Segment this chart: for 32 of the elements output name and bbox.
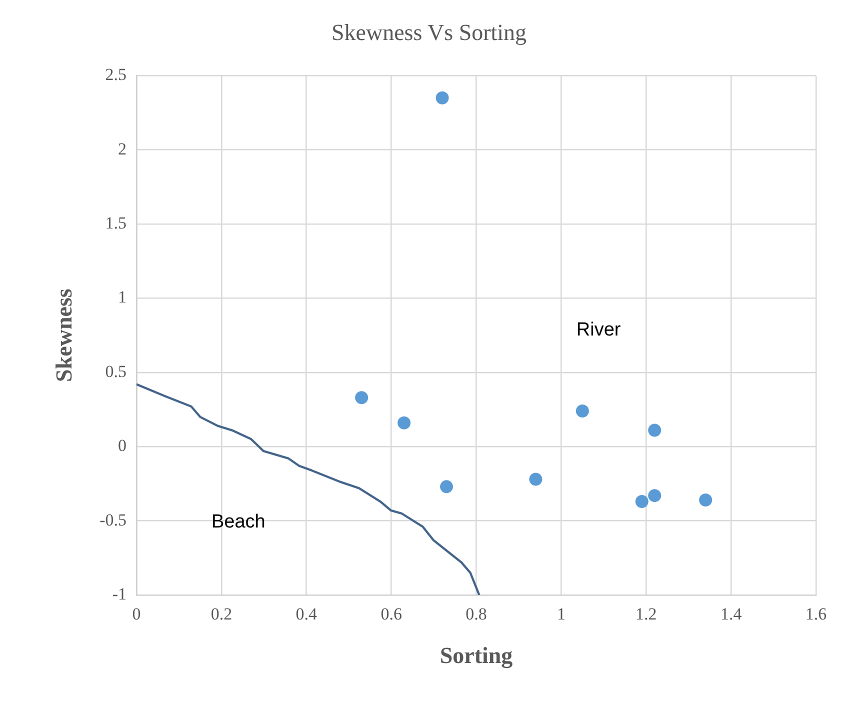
x-tick-label: 0.6 <box>380 604 402 624</box>
point <box>529 472 542 486</box>
x-tick-label: 0 <box>132 604 141 624</box>
y-tick-label: 1 <box>118 288 127 307</box>
point <box>576 404 589 418</box>
point <box>398 416 411 430</box>
x-tick-label: 0.2 <box>210 604 232 624</box>
x-tick-label: 1 <box>556 604 566 624</box>
y-tick-label: 2 <box>118 139 127 158</box>
y-tick-label: 1.5 <box>105 213 127 232</box>
x-tick-label: 1.4 <box>720 604 742 624</box>
y-tick-label: 0 <box>118 436 127 456</box>
y-axis-title: Skewness <box>52 288 77 382</box>
point <box>635 495 648 508</box>
y-tick-label: 0.5 <box>105 362 127 381</box>
annotation: Beach <box>211 512 266 533</box>
point <box>699 494 712 507</box>
point <box>648 489 662 502</box>
point <box>440 480 454 494</box>
chart-title: Skewness Vs Sorting <box>331 20 528 45</box>
y-tick-label: -1 <box>112 584 127 604</box>
point <box>436 91 449 104</box>
point <box>355 391 368 404</box>
x-axis-title: Sorting <box>440 643 514 670</box>
y-tick-label: -0.5 <box>100 510 127 530</box>
x-tick-label: 0.8 <box>466 604 487 624</box>
y-tick-label: 2.5 <box>105 65 127 84</box>
x-tick-label: 1.2 <box>636 604 657 624</box>
x-tick-label: 0.4 <box>296 604 318 624</box>
x-tick-label: 1.6 <box>805 604 827 624</box>
annotation: River <box>576 319 622 340</box>
point <box>648 424 662 437</box>
